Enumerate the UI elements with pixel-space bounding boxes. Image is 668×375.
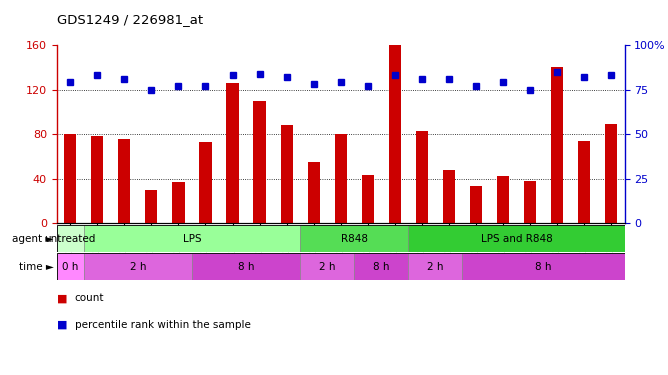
Bar xyxy=(57,253,84,280)
Text: 8 h: 8 h xyxy=(535,262,552,272)
Bar xyxy=(443,170,455,223)
Text: 2 h: 2 h xyxy=(130,262,146,272)
Text: LPS and R848: LPS and R848 xyxy=(480,234,552,243)
Bar xyxy=(551,67,563,223)
Text: agent ►: agent ► xyxy=(12,234,53,243)
Bar xyxy=(84,253,192,280)
Bar xyxy=(524,181,536,223)
Bar xyxy=(578,141,590,223)
Text: LPS: LPS xyxy=(182,234,201,243)
Bar xyxy=(92,136,104,223)
Bar xyxy=(57,225,84,252)
Bar xyxy=(118,138,130,223)
Bar xyxy=(605,124,617,223)
Bar xyxy=(462,253,625,280)
Text: 8 h: 8 h xyxy=(238,262,255,272)
Bar xyxy=(253,100,266,223)
Bar xyxy=(172,182,184,223)
Text: count: count xyxy=(75,293,104,303)
Bar xyxy=(307,162,320,223)
Bar xyxy=(497,176,509,223)
Text: 2 h: 2 h xyxy=(427,262,444,272)
Bar xyxy=(200,142,212,223)
Bar xyxy=(300,253,354,280)
Bar xyxy=(192,253,300,280)
Bar xyxy=(470,186,482,223)
Bar xyxy=(389,45,401,223)
Text: percentile rank within the sample: percentile rank within the sample xyxy=(75,320,250,330)
Bar xyxy=(408,253,462,280)
Text: ■: ■ xyxy=(57,320,67,330)
Bar xyxy=(415,131,428,223)
Text: 0 h: 0 h xyxy=(62,262,78,272)
Bar xyxy=(300,225,408,252)
Bar xyxy=(84,225,300,252)
Bar xyxy=(146,190,158,223)
Text: ■: ■ xyxy=(57,293,67,303)
Bar xyxy=(226,83,238,223)
Text: GDS1249 / 226981_at: GDS1249 / 226981_at xyxy=(57,13,203,26)
Bar xyxy=(335,134,347,223)
Text: R848: R848 xyxy=(341,234,367,243)
Bar xyxy=(64,134,76,223)
Text: 2 h: 2 h xyxy=(319,262,335,272)
Bar xyxy=(361,175,374,223)
Text: time ►: time ► xyxy=(19,262,53,272)
Bar xyxy=(408,225,625,252)
Bar xyxy=(354,253,408,280)
Text: untreated: untreated xyxy=(45,234,96,243)
Bar xyxy=(281,125,293,223)
Text: 8 h: 8 h xyxy=(373,262,389,272)
